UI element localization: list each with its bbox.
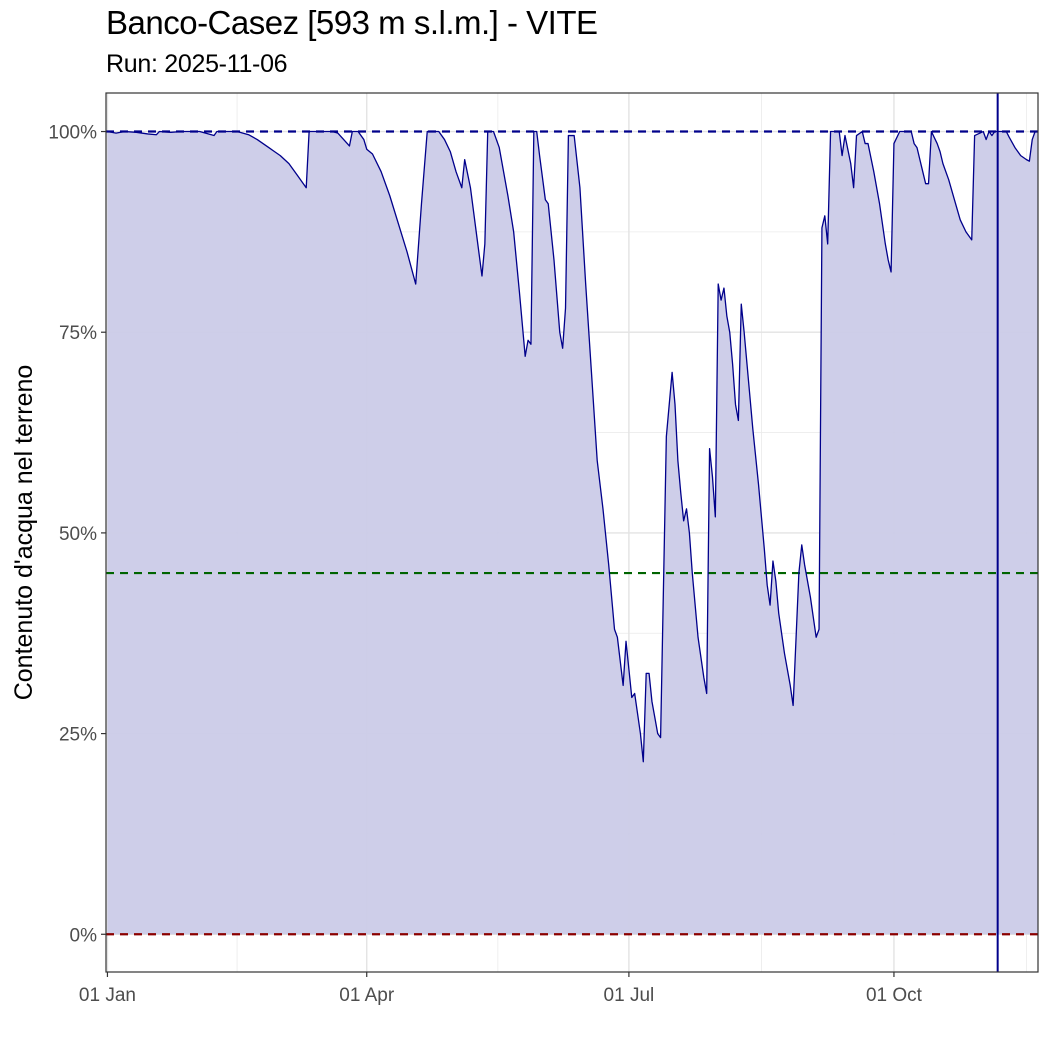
y-tick-label: 25% xyxy=(59,725,97,746)
y-axis: 0% 25% 50% 75% 100% xyxy=(48,123,106,946)
x-tick-label: 01 Oct xyxy=(866,985,923,1006)
x-tick-label: 01 Jan xyxy=(79,985,136,1006)
chart-subtitle: Run: 2025-11-06 xyxy=(106,50,288,78)
y-tick-label: 50% xyxy=(59,524,97,545)
y-axis-label: Contenuto d'acqua nel terreno xyxy=(10,365,38,701)
y-tick-label: 75% xyxy=(59,323,97,344)
reference-lines xyxy=(106,130,1038,936)
y-tick-label: 0% xyxy=(70,925,98,946)
y-tick-label: 100% xyxy=(48,123,97,144)
x-tick-label: 01 Apr xyxy=(339,985,395,1006)
x-tick-label: 01 Jul xyxy=(604,985,655,1006)
chart-title: Banco-Casez [593 m s.l.m.] - VITE xyxy=(106,4,598,41)
soil-water-line xyxy=(107,130,1038,763)
x-axis: 01 Jan 01 Apr 01 Jul 01 Oct xyxy=(79,972,923,1006)
soil-water-area xyxy=(107,131,1038,935)
